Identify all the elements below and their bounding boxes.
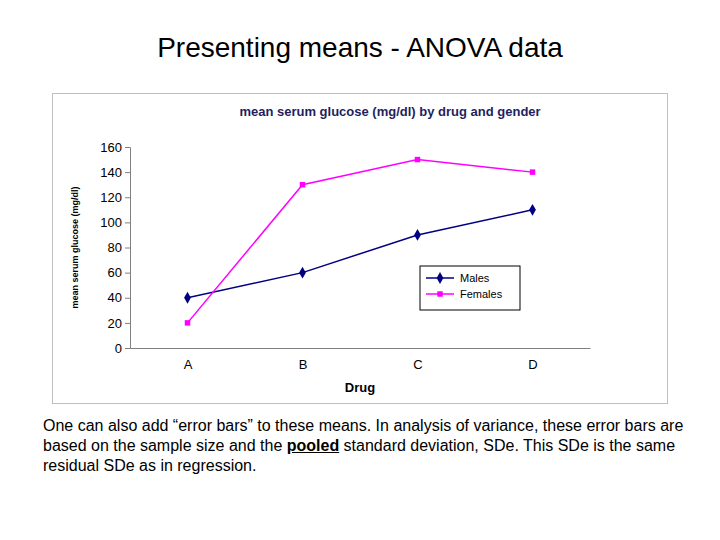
y-tick-label: 20	[108, 316, 122, 331]
series-marker	[414, 229, 421, 241]
y-tick: 80	[108, 240, 130, 255]
chart-title: mean serum glucose (mg/dl) by drug and g…	[239, 104, 540, 119]
y-tick-mark	[125, 197, 130, 198]
y-tick-label: 40	[108, 290, 122, 305]
series-marker	[184, 292, 191, 304]
y-tick-label: 0	[115, 341, 122, 356]
legend-box	[420, 266, 520, 310]
y-tick-mark	[125, 248, 130, 249]
x-tick: A	[184, 348, 193, 372]
legend-marker	[437, 272, 444, 284]
series-marker	[530, 169, 535, 174]
x-tick-label: A	[184, 357, 193, 372]
chart-frame	[53, 94, 668, 404]
series-marker	[299, 267, 306, 279]
x-axis: A B C D	[131, 348, 591, 372]
y-tick: 0	[115, 341, 130, 356]
series-marker	[529, 204, 536, 216]
y-tick-label: 80	[108, 240, 122, 255]
y-axis: 0 20 40 60 80 100 120 140 160	[100, 140, 130, 356]
x-axis-line	[131, 348, 591, 349]
x-tick: C	[413, 348, 422, 372]
slide-title: Presenting means - ANOVA data	[0, 32, 720, 64]
x-tick: B	[299, 348, 308, 372]
y-tick-label: 160	[100, 140, 122, 155]
chart: mean serum glucose (mg/dl) by drug and g…	[0, 0, 720, 405]
y-tick: 160	[100, 140, 130, 155]
series-marker	[415, 157, 420, 162]
y-tick-label: 100	[100, 215, 122, 230]
x-tick-label: C	[413, 357, 422, 372]
y-tick-mark	[125, 323, 130, 324]
y-axis-line	[125, 148, 131, 349]
y-tick: 120	[100, 190, 130, 205]
emphasis-text: pooled	[287, 437, 339, 454]
legend-label: Females	[460, 288, 503, 300]
y-tick-mark	[125, 273, 130, 274]
legend-marker	[437, 291, 442, 296]
y-tick-mark	[125, 172, 130, 173]
y-tick: 20	[108, 316, 130, 331]
y-tick-mark	[125, 147, 130, 148]
y-tick-mark	[125, 222, 130, 223]
x-axis-title: Drug	[345, 380, 375, 395]
y-tick: 100	[100, 215, 130, 230]
x-tick-label: D	[528, 357, 537, 372]
y-tick-mark	[125, 298, 130, 299]
x-tick: D	[528, 348, 537, 372]
series-marker	[185, 320, 190, 325]
y-tick-label: 60	[108, 265, 122, 280]
legend-label: Males	[460, 272, 490, 284]
body-text: One can also add “error bars” to these m…	[43, 416, 698, 476]
y-tick: 40	[108, 290, 130, 305]
series-marker	[300, 182, 305, 187]
y-tick: 140	[100, 165, 130, 180]
y-tick-label: 120	[100, 190, 122, 205]
y-tick-mark	[125, 348, 130, 349]
y-tick: 60	[108, 265, 130, 280]
x-tick-label: B	[299, 357, 308, 372]
legend: Males Females	[420, 266, 520, 310]
y-axis-title: mean serum glucose (mg/dl)	[70, 186, 80, 308]
series-line	[188, 160, 533, 323]
plot-area	[184, 157, 536, 326]
y-tick-label: 140	[100, 165, 122, 180]
